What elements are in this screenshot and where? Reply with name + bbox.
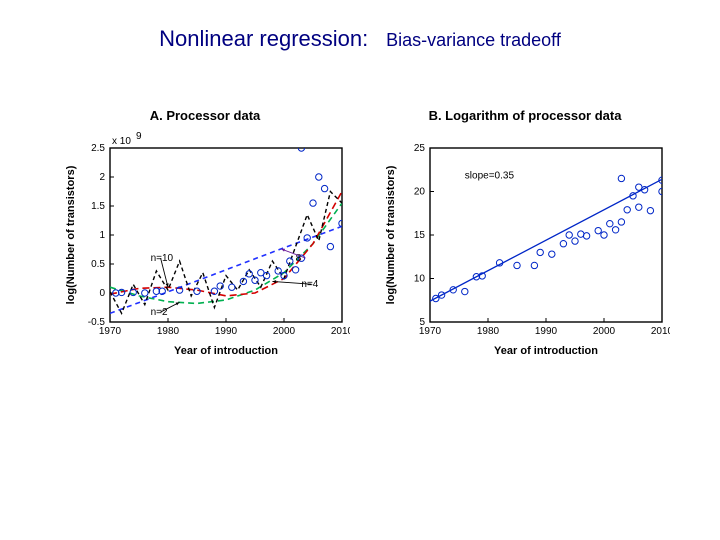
svg-text:0.5: 0.5 (91, 259, 105, 270)
svg-text:1980: 1980 (477, 326, 500, 337)
svg-text:Year of introduction: Year of introduction (494, 345, 598, 357)
svg-text:2000: 2000 (273, 326, 296, 337)
chart-a-title: A. Processor data (60, 108, 350, 123)
svg-text:x 10: x 10 (112, 136, 131, 147)
svg-text:20: 20 (414, 187, 426, 198)
svg-text:log(Number of transistors): log(Number of transistors) (385, 165, 397, 304)
svg-text:25: 25 (414, 143, 426, 154)
svg-text:slope=0.35: slope=0.35 (465, 170, 515, 181)
svg-text:log(Number of transistors): log(Number of transistors) (65, 165, 77, 304)
svg-text:2010: 2010 (651, 326, 670, 337)
svg-text:1990: 1990 (535, 326, 558, 337)
title-part-1: Nonlinear regression: (159, 26, 368, 51)
svg-text:2000: 2000 (593, 326, 616, 337)
svg-text:Year of introduction: Year of introduction (174, 345, 278, 357)
chart-b: 19701980199020002010510152025Year of int… (380, 130, 670, 360)
charts-row: A. Processor data 19701980199020002010-0… (60, 130, 670, 390)
svg-text:1990: 1990 (215, 326, 238, 337)
svg-text:1: 1 (99, 230, 105, 241)
chart-b-title: B. Logarithm of processor data (380, 108, 670, 123)
svg-text:n=4: n=4 (301, 279, 318, 290)
title-part-2: Bias-variance tradeoff (386, 30, 561, 50)
chart-a-wrap: A. Processor data 19701980199020002010-0… (60, 130, 350, 360)
svg-text:-0.5: -0.5 (88, 317, 106, 328)
svg-text:2010: 2010 (331, 326, 350, 337)
slide-title: Nonlinear regression: Bias-variance trad… (0, 26, 720, 52)
svg-text:15: 15 (414, 230, 426, 241)
svg-text:0: 0 (99, 288, 105, 299)
svg-text:2: 2 (99, 172, 105, 183)
svg-text:1.5: 1.5 (91, 201, 105, 212)
slide: Nonlinear regression: Bias-variance trad… (0, 0, 720, 540)
svg-text:5: 5 (419, 317, 425, 328)
svg-text:9: 9 (136, 131, 142, 142)
chart-b-wrap: B. Logarithm of processor data 197019801… (380, 130, 670, 360)
svg-text:1980: 1980 (157, 326, 180, 337)
svg-text:n=2: n=2 (151, 307, 168, 318)
svg-text:10: 10 (414, 274, 426, 285)
svg-text:2.5: 2.5 (91, 143, 105, 154)
chart-a: 19701980199020002010-0.500.511.522.5Year… (60, 130, 350, 360)
